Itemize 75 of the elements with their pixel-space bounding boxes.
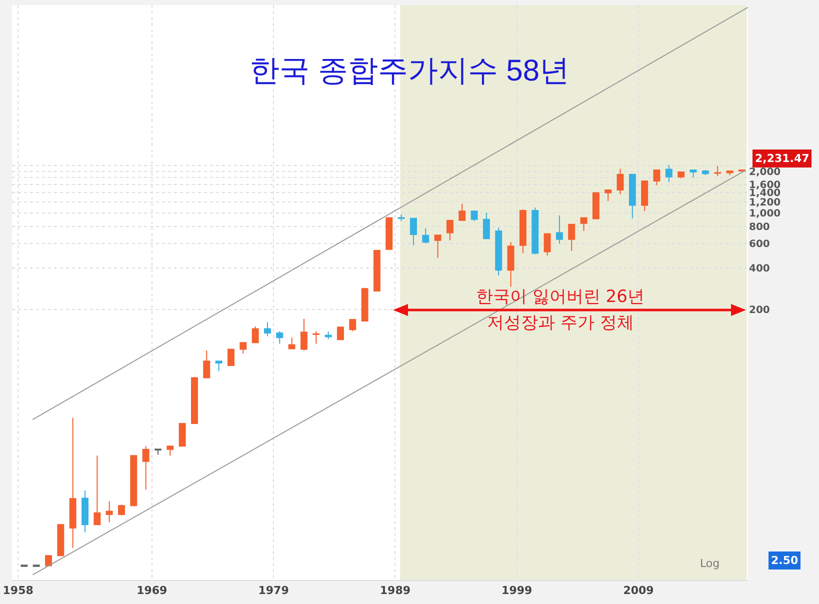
candlestick — [458, 203, 466, 221]
candlestick — [690, 169, 697, 178]
x-tick-label: 1999 — [502, 584, 532, 598]
candlestick — [227, 348, 234, 366]
y-tick-label: 1,200 — [749, 197, 781, 208]
candlestick — [544, 233, 551, 256]
candlestick — [628, 174, 636, 219]
candlestick — [592, 192, 600, 220]
candlestick — [641, 180, 648, 212]
candlestick — [373, 250, 380, 292]
candlestick — [178, 422, 186, 447]
candlestick — [154, 448, 162, 456]
candlestick — [142, 446, 150, 490]
candlestick — [82, 490, 88, 533]
y-tick-label: 2,000 — [749, 166, 781, 178]
candlestick — [349, 319, 356, 332]
candlestick — [264, 322, 271, 337]
candlestick — [118, 504, 125, 516]
candlestick — [252, 326, 259, 344]
candlestick — [580, 217, 588, 232]
y-tick-label: 200 — [749, 304, 770, 316]
candlestick — [166, 446, 174, 456]
candlestick — [94, 455, 101, 526]
candlestick — [45, 555, 52, 566]
text: 한국 종합주가지수 58년 — [249, 54, 570, 88]
x-tick-label: 1958 — [2, 584, 34, 598]
candlestick — [470, 210, 478, 222]
candlestick — [532, 207, 539, 255]
candlestick — [446, 220, 454, 241]
candlestick — [616, 168, 624, 195]
candlestick — [69, 417, 76, 549]
y-tick-label: 400 — [749, 263, 770, 274]
y-tick-label: 1,000 — [749, 208, 781, 220]
candlestick — [276, 330, 284, 344]
y-tick-label: 1,400 — [749, 188, 781, 200]
candlestick — [386, 217, 393, 250]
text: 2.50 — [771, 554, 798, 567]
annotation: Log — [700, 557, 720, 570]
candlestick — [482, 212, 490, 240]
candlestick — [678, 171, 685, 179]
candlestick — [495, 227, 502, 276]
candlestick — [653, 169, 660, 186]
x-tick-label: 1979 — [258, 584, 289, 598]
candlestick — [556, 214, 563, 244]
candlestick — [57, 524, 64, 556]
candlestick — [665, 164, 672, 182]
candlestick — [300, 318, 308, 351]
annotation: 한국이 잃어버린 26년 — [476, 287, 644, 307]
candlestick — [702, 169, 709, 176]
y-tick-label: 800 — [749, 222, 770, 233]
candlestick — [398, 214, 405, 222]
x-tick-label: 2009 — [623, 584, 654, 598]
candlestick — [604, 188, 612, 202]
candlestick — [507, 242, 514, 288]
candlestick — [312, 330, 320, 344]
candlestick — [203, 350, 210, 378]
x-tick-label: 1969 — [136, 584, 168, 598]
candlestick — [361, 287, 368, 322]
text: 2,231.47 — [755, 152, 810, 165]
candlestick — [410, 218, 417, 246]
candlestick — [215, 360, 222, 372]
annotation: 저성장과 주가 정체 — [487, 313, 634, 333]
candlestick — [106, 500, 113, 523]
candlestick — [422, 228, 430, 244]
candlestick — [130, 455, 138, 506]
y-tick-label: 600 — [749, 239, 770, 250]
candlestick — [434, 234, 442, 258]
candlestick — [191, 376, 198, 424]
candlestick — [714, 165, 722, 177]
candlestick — [519, 208, 526, 254]
candlestick — [240, 342, 247, 354]
x-tick-label: 1989 — [380, 584, 411, 598]
candlestick — [288, 337, 296, 350]
candlestick — [568, 224, 576, 252]
candlestick — [336, 326, 344, 340]
